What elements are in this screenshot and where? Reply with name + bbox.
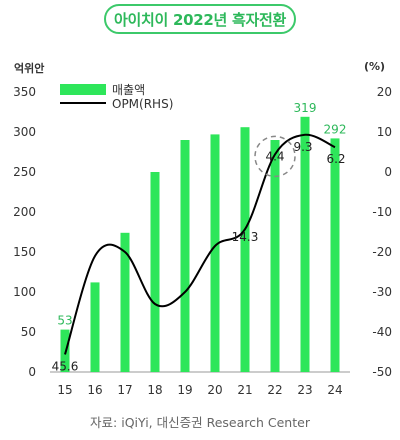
x-tick-label: 19 bbox=[177, 383, 192, 397]
y-left-tick-label: 200 bbox=[13, 205, 36, 219]
legend-bar-swatch bbox=[60, 84, 106, 95]
y-left-tick-label: 250 bbox=[13, 165, 36, 179]
x-tick-label: 20 bbox=[207, 383, 222, 397]
line-value-label: 45.6 bbox=[52, 359, 79, 373]
bar bbox=[300, 116, 310, 372]
line-value-label: 4.4 bbox=[265, 149, 284, 163]
line-value-label: 9.3 bbox=[293, 140, 312, 154]
y-left-tick-label: 150 bbox=[13, 245, 36, 259]
line-value-label: 6.2 bbox=[326, 152, 345, 166]
y-right-tick-label: 10 bbox=[377, 125, 392, 139]
highlight-circle bbox=[254, 135, 296, 178]
y-left-tick-label: 0 bbox=[28, 365, 36, 379]
legend-bar-label: 매출액 bbox=[112, 83, 145, 97]
legend-line-label: OPM(RHS) bbox=[112, 97, 173, 111]
bar bbox=[150, 172, 160, 372]
line-value-label: 14.3 bbox=[232, 230, 259, 244]
x-tick-label: 24 bbox=[327, 383, 342, 397]
x-tick-label: 16 bbox=[87, 383, 102, 397]
x-tick-label: 22 bbox=[267, 383, 282, 397]
opm-line bbox=[64, 133, 336, 355]
x-tick-label: 23 bbox=[297, 383, 312, 397]
bar-value-label: 319 bbox=[294, 101, 317, 115]
y-right-tick-label: -20 bbox=[372, 245, 392, 259]
bar-value-label: 53 bbox=[57, 314, 72, 328]
y-right-tick-label: -30 bbox=[372, 285, 392, 299]
y-left-tick-label: 350 bbox=[13, 85, 36, 99]
chart-title: 아이치이 2022년 흑자전환 bbox=[104, 4, 296, 34]
x-tick-label: 15 bbox=[57, 383, 72, 397]
bar bbox=[270, 140, 280, 372]
y-right-tick-label: 0 bbox=[384, 165, 392, 179]
source-note: 자료: iQiYi, 대신증권 Research Center bbox=[90, 415, 310, 430]
y-right-tick-label: -50 bbox=[372, 365, 392, 379]
y-left-tick-label: 300 bbox=[13, 125, 36, 139]
y-right-tick-label: -40 bbox=[372, 325, 392, 339]
x-tick-label: 21 bbox=[237, 383, 252, 397]
bar bbox=[90, 282, 100, 372]
x-tick-label: 17 bbox=[117, 383, 132, 397]
y-left-tick-label: 50 bbox=[21, 325, 36, 339]
bar bbox=[240, 127, 250, 372]
right-axis-unit: (%) bbox=[364, 60, 386, 73]
x-tick-label: 18 bbox=[147, 383, 162, 397]
bar bbox=[210, 134, 220, 372]
y-left-tick-label: 100 bbox=[13, 285, 36, 299]
bar bbox=[120, 232, 130, 372]
bar bbox=[180, 140, 190, 372]
y-right-tick-label: -10 bbox=[372, 205, 392, 219]
left-axis-unit: 억위안 bbox=[14, 62, 45, 75]
bar bbox=[330, 138, 340, 372]
y-right-tick-label: 20 bbox=[377, 85, 392, 99]
bar-value-label: 292 bbox=[324, 122, 347, 136]
